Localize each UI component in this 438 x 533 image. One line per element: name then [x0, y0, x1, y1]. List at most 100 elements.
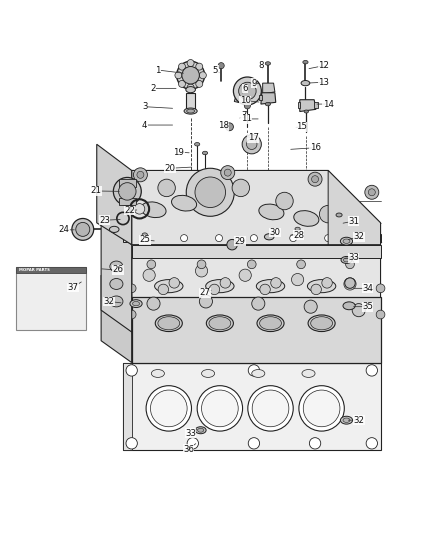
Ellipse shape — [198, 428, 204, 432]
Text: 1: 1 — [155, 66, 161, 75]
Text: 19: 19 — [173, 148, 184, 157]
Circle shape — [180, 235, 187, 241]
Polygon shape — [328, 171, 381, 245]
Polygon shape — [314, 102, 318, 108]
Ellipse shape — [201, 369, 215, 377]
Ellipse shape — [343, 418, 350, 422]
Circle shape — [215, 235, 223, 241]
Text: 36: 36 — [183, 445, 194, 454]
Text: 35: 35 — [362, 302, 373, 311]
Circle shape — [242, 135, 261, 154]
Ellipse shape — [340, 237, 353, 245]
Polygon shape — [101, 223, 132, 332]
Ellipse shape — [141, 202, 166, 217]
Circle shape — [195, 265, 208, 277]
Ellipse shape — [294, 211, 319, 227]
Ellipse shape — [265, 62, 271, 65]
Text: 20: 20 — [165, 164, 176, 173]
Ellipse shape — [155, 315, 182, 332]
Circle shape — [248, 386, 293, 431]
Circle shape — [169, 278, 180, 288]
Ellipse shape — [343, 239, 350, 244]
Circle shape — [158, 179, 175, 197]
Circle shape — [177, 61, 205, 89]
Circle shape — [134, 204, 145, 214]
Circle shape — [311, 176, 318, 183]
Circle shape — [252, 390, 289, 427]
Circle shape — [376, 310, 385, 319]
Text: 6: 6 — [243, 84, 248, 93]
Polygon shape — [259, 95, 262, 100]
Ellipse shape — [302, 369, 315, 377]
Ellipse shape — [307, 280, 336, 293]
Circle shape — [322, 278, 332, 288]
Circle shape — [187, 60, 194, 67]
Circle shape — [248, 365, 260, 376]
Polygon shape — [132, 297, 381, 362]
Ellipse shape — [303, 60, 308, 64]
Circle shape — [247, 139, 257, 149]
Circle shape — [134, 168, 148, 182]
Circle shape — [158, 284, 169, 295]
Circle shape — [290, 235, 297, 241]
Text: 31: 31 — [348, 216, 359, 225]
Ellipse shape — [209, 317, 231, 330]
Circle shape — [297, 260, 305, 269]
Text: 25: 25 — [139, 236, 150, 244]
Ellipse shape — [260, 317, 282, 330]
Circle shape — [251, 235, 258, 241]
Text: MOPAR PARTS: MOPAR PARTS — [19, 268, 50, 272]
Circle shape — [248, 438, 260, 449]
Text: 2: 2 — [150, 84, 155, 93]
Text: 23: 23 — [99, 216, 110, 225]
Ellipse shape — [184, 108, 197, 114]
Ellipse shape — [172, 196, 197, 211]
Ellipse shape — [110, 227, 119, 232]
Ellipse shape — [186, 87, 195, 93]
Polygon shape — [297, 102, 300, 108]
Polygon shape — [119, 198, 136, 205]
Polygon shape — [119, 179, 136, 187]
Circle shape — [308, 172, 322, 186]
Text: 26: 26 — [112, 265, 123, 274]
Text: 8: 8 — [258, 61, 264, 70]
Circle shape — [113, 177, 141, 205]
Ellipse shape — [343, 302, 355, 310]
Text: 32: 32 — [103, 297, 114, 306]
Text: 24: 24 — [59, 225, 70, 235]
Polygon shape — [234, 91, 244, 103]
Circle shape — [291, 273, 304, 286]
Circle shape — [197, 260, 206, 269]
Ellipse shape — [151, 369, 164, 377]
Text: 10: 10 — [240, 96, 251, 105]
Circle shape — [368, 189, 375, 196]
Polygon shape — [123, 362, 132, 450]
Circle shape — [76, 222, 90, 236]
Text: 15: 15 — [296, 122, 307, 131]
Text: 4: 4 — [142, 120, 148, 130]
Polygon shape — [261, 93, 276, 104]
Circle shape — [247, 260, 256, 269]
Circle shape — [178, 80, 185, 87]
Text: 11: 11 — [240, 115, 251, 124]
Text: 32: 32 — [353, 232, 364, 241]
Text: 22: 22 — [124, 206, 135, 215]
Circle shape — [271, 278, 281, 288]
Polygon shape — [123, 234, 381, 243]
Circle shape — [209, 284, 219, 295]
Text: 34: 34 — [362, 284, 373, 293]
Ellipse shape — [256, 280, 285, 293]
Ellipse shape — [340, 416, 353, 424]
Ellipse shape — [252, 369, 265, 377]
Ellipse shape — [110, 279, 123, 289]
Ellipse shape — [295, 227, 300, 231]
Text: 27: 27 — [200, 288, 211, 297]
Ellipse shape — [265, 234, 274, 240]
Circle shape — [187, 438, 198, 449]
Circle shape — [224, 169, 231, 176]
Polygon shape — [97, 144, 132, 245]
Circle shape — [141, 235, 148, 241]
Circle shape — [260, 284, 270, 295]
Circle shape — [143, 269, 155, 281]
Ellipse shape — [195, 427, 206, 434]
